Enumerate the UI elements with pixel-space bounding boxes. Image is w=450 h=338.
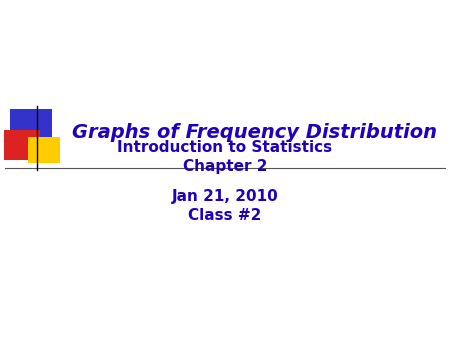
Text: Jan 21, 2010: Jan 21, 2010 xyxy=(171,190,279,204)
Bar xyxy=(4,130,40,160)
Bar xyxy=(10,109,52,145)
Text: Introduction to Statistics: Introduction to Statistics xyxy=(117,141,333,155)
Text: Class #2: Class #2 xyxy=(188,209,262,223)
Text: Chapter 2: Chapter 2 xyxy=(183,160,267,174)
Text: Graphs of Frequency Distribution: Graphs of Frequency Distribution xyxy=(72,123,437,143)
Bar xyxy=(28,137,60,163)
